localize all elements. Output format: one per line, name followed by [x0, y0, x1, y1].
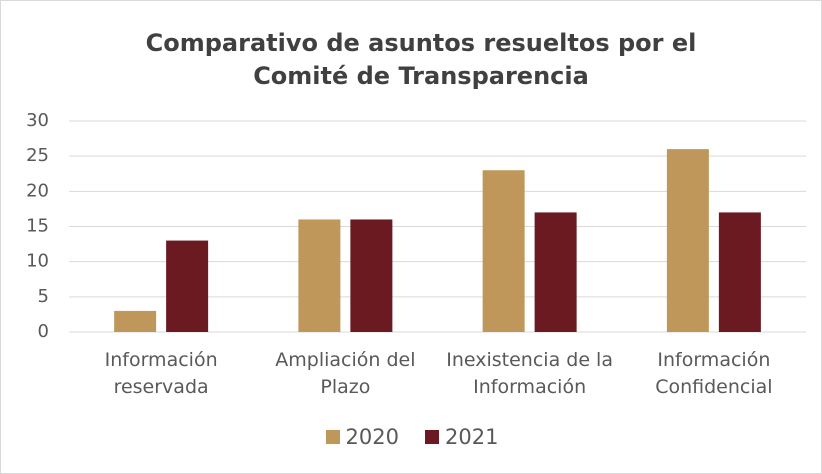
x-tick-label: Ampliación del Plazo — [275, 349, 416, 398]
y-tick-label: 30 — [26, 110, 49, 131]
legend-label: 2021 — [445, 425, 499, 449]
bar — [166, 240, 209, 332]
bar — [718, 212, 761, 332]
bar — [114, 310, 157, 332]
legend: 2020 2021 — [1, 425, 821, 449]
legend-label: 2020 — [345, 425, 399, 449]
legend-item: 2020 — [325, 425, 399, 449]
y-tick-label: 15 — [26, 216, 49, 237]
legend-swatch — [325, 430, 340, 444]
legend-swatch — [425, 430, 439, 444]
y-tick-label: 5 — [38, 286, 49, 307]
y-tick-label: 25 — [26, 145, 49, 166]
x-tick-label: Información Confidencial — [655, 349, 773, 398]
bar — [482, 170, 525, 332]
chart-title: Comparativo de asuntos resueltos por el … — [145, 29, 697, 90]
y-tick-label: 20 — [26, 180, 49, 201]
bar — [534, 212, 577, 332]
bar — [350, 219, 393, 332]
legend-item: 2021 — [425, 425, 498, 449]
y-tick-label: 10 — [26, 251, 49, 272]
x-tick-label: Inexistencia de la Información — [446, 349, 613, 398]
bar — [666, 149, 709, 332]
y-tick-label: 0 — [38, 321, 49, 342]
bar — [298, 219, 341, 332]
x-tick-label: Información reservada — [104, 349, 218, 398]
